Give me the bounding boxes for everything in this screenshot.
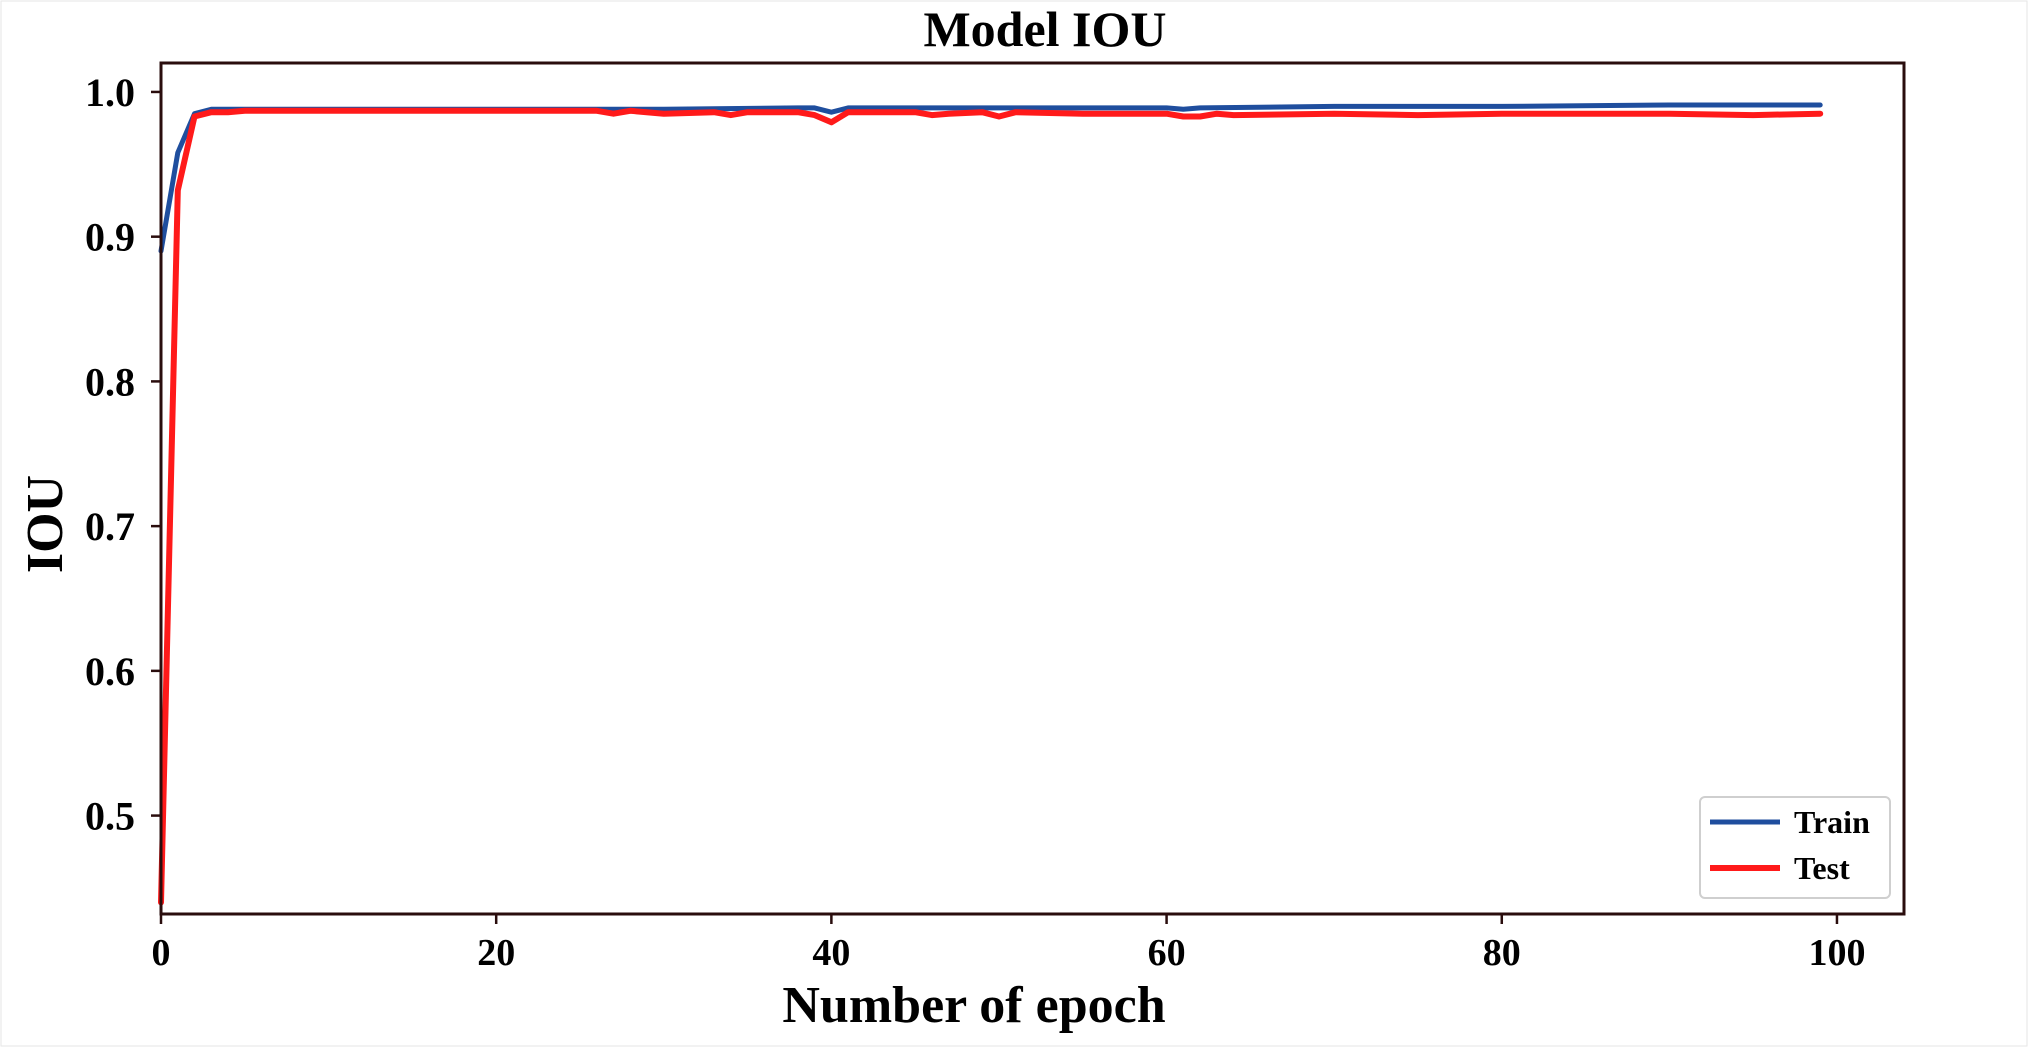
y-tick-label: 0.8 <box>85 359 135 404</box>
x-tick-label: 20 <box>477 932 515 974</box>
y-tick-label: 0.7 <box>85 504 135 549</box>
chart-title: Model IOU <box>923 1 1166 57</box>
y-tick-label: 1.0 <box>85 70 135 115</box>
y-tick-label: 0.6 <box>85 649 135 694</box>
x-axis-label: Number of epoch <box>782 977 1165 1034</box>
legend: Train Test <box>1699 796 1891 899</box>
legend-label-train: Train <box>1794 804 1870 840</box>
plot-background <box>161 63 1904 914</box>
y-tick-label: 0.5 <box>85 794 135 839</box>
plot-frame <box>159 61 1906 916</box>
x-tick-label: 60 <box>1148 932 1186 974</box>
x-axis: 0 20 40 60 80 100 <box>152 914 1865 974</box>
x-tick-label: 40 <box>812 932 850 974</box>
x-tick-label: 0 <box>152 932 171 974</box>
x-tick-label: 80 <box>1483 932 1521 974</box>
y-tick-label: 0.9 <box>85 215 135 260</box>
series-line-test <box>158 107 1824 906</box>
legend-label-test: Test <box>1794 850 1850 886</box>
plot-area <box>158 61 1906 916</box>
y-axis: 0.5 0.6 0.7 0.8 0.9 1.0 <box>85 70 161 839</box>
y-axis-label: IOU <box>17 475 74 573</box>
x-tick-label: 100 <box>1808 932 1865 974</box>
